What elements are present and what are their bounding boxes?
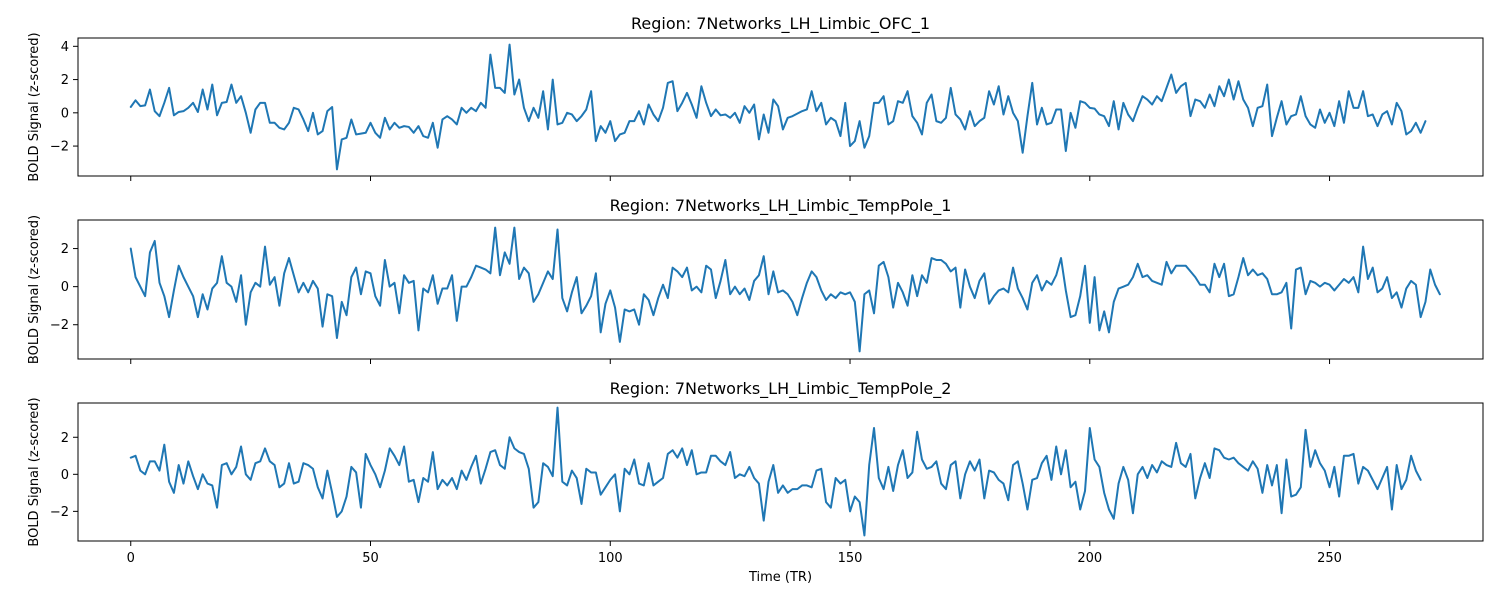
plot-frame xyxy=(77,219,1484,360)
plot-frame xyxy=(77,402,1484,542)
panel-title: Region: 7Networks_LH_Limbic_OFC_1 xyxy=(631,14,930,34)
y-tick-label: 2 xyxy=(61,73,69,88)
x-tick-label: 100 xyxy=(598,551,623,566)
chart-panel-1: Region: 7Networks_LH_Limbic_OFC_1 BOLD Si… xyxy=(27,14,1484,182)
y-tick-label: −2 xyxy=(50,505,69,520)
y-tick-label: 2 xyxy=(61,242,69,257)
x-tick-label: 200 xyxy=(1077,551,1102,566)
y-axis-label: BOLD Signal (z-scored) xyxy=(27,32,42,181)
chart-panel-3: Region: 7Networks_LH_Limbic_TempPole_2 BO… xyxy=(27,379,1484,585)
plot-frame xyxy=(77,37,1484,177)
y-tick-label: 0 xyxy=(61,280,69,295)
x-axis-label: Time (TR) xyxy=(748,570,812,585)
chart-panel-2: Region: 7Networks_LH_Limbic_TempPole_1 BO… xyxy=(27,196,1484,364)
panel-title: Region: 7Networks_LH_Limbic_TempPole_2 xyxy=(610,379,952,399)
x-tick-label: 50 xyxy=(362,551,379,566)
x-tick-label: 250 xyxy=(1317,551,1342,566)
x-tick-label: 0 xyxy=(127,551,135,566)
y-tick-label: 2 xyxy=(61,431,69,446)
y-tick-label: 0 xyxy=(61,106,69,121)
y-axis-label: BOLD Signal (z-scored) xyxy=(27,215,42,364)
y-tick-label: −2 xyxy=(50,318,69,333)
x-tick-label: 150 xyxy=(838,551,863,566)
panel-title: Region: 7Networks_LH_Limbic_TempPole_1 xyxy=(610,196,952,216)
y-tick-label: −2 xyxy=(50,140,69,155)
y-tick-label: 0 xyxy=(61,468,69,483)
series-line xyxy=(129,43,1427,171)
series-line xyxy=(129,406,1422,537)
y-tick-label: 4 xyxy=(61,40,69,55)
series-line xyxy=(129,226,1441,353)
y-axis-label: BOLD Signal (z-scored) xyxy=(27,397,42,546)
